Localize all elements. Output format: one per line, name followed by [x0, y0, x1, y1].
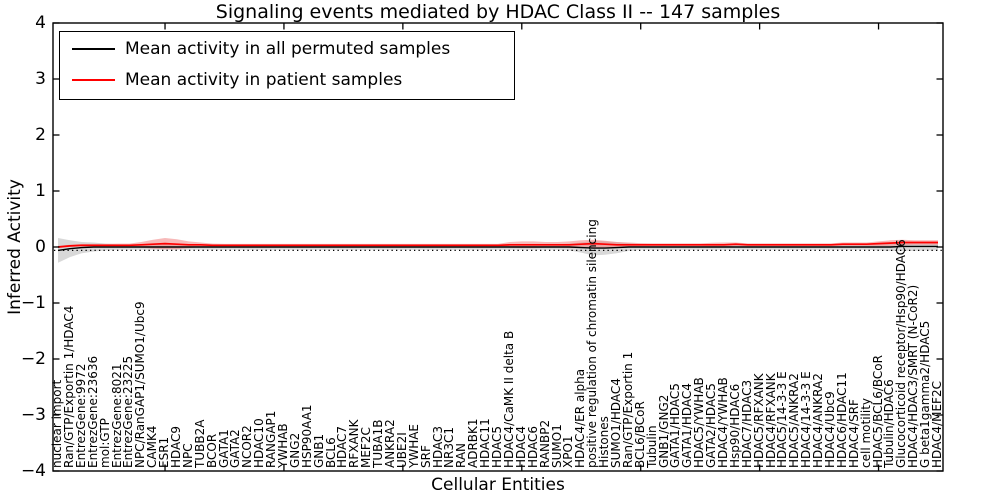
legend-label-patient: Mean activity in patient samples — [125, 70, 403, 90]
legend-label-permuted: Mean activity in all permuted samples — [125, 39, 451, 59]
legend-line-patient-icon — [72, 79, 115, 81]
x-tick-label: HSP90AA1 — [299, 404, 314, 468]
y-tick-label: −1 — [20, 293, 46, 313]
permuted-mean-line — [57, 245, 938, 252]
y-tick-label: −3 — [20, 405, 46, 425]
y-tick-label: −2 — [20, 349, 46, 369]
legend: Mean activity in all permuted samples Me… — [59, 31, 515, 100]
x-tick-label: HDAC4/MEF2C — [930, 381, 944, 468]
x-tick-label: GNB1 — [311, 433, 326, 468]
x-tick-label: HDAC7/HDAC3 — [739, 379, 754, 468]
y-tick-label: 1 — [35, 181, 46, 201]
x-tick-label: HDAC4/SRF — [846, 399, 861, 468]
x-tick-label: NPC — [180, 443, 195, 468]
x-tick-label: BCL6/BCoR — [632, 401, 647, 468]
x-tick-label: TUBB2A — [192, 419, 207, 468]
x-tick-label: mol:GTP — [97, 418, 112, 468]
legend-line-permuted-icon — [72, 48, 115, 50]
y-tick-label: −4 — [20, 461, 46, 481]
y-tick-label: 0 — [35, 237, 46, 257]
y-tick-label: 3 — [35, 69, 46, 89]
legend-entry-permuted: Mean activity in all permuted samples — [72, 37, 450, 61]
x-tick-label: HDAC5/RFXANK — [751, 373, 766, 468]
x-tick-label: YWHAE — [406, 423, 421, 468]
x-tick-label: cell motility — [858, 397, 873, 468]
x-tick-label: EntrezGene:23636 — [85, 355, 100, 468]
x-tick-label: RANBP2 — [537, 419, 552, 468]
x-tick-label: HDAC4 — [513, 425, 528, 468]
x-tick-label: Tubulin — [644, 425, 659, 468]
x-tick-label: GNG2 — [287, 432, 302, 468]
x-tick-label: HDAC6 — [525, 425, 540, 468]
x-tick-label: SRF — [418, 445, 433, 468]
legend-entry-patient: Mean activity in patient samples — [72, 68, 402, 92]
chart-title: Signaling events mediated by HDAC Class … — [215, 1, 781, 23]
x-tick-label: EntrezGene:9972 — [73, 363, 88, 469]
x-axis-label: Cellular Entities — [431, 475, 565, 495]
x-tick-label: Ran/GTP/Exportin 1 — [620, 351, 635, 468]
y-tick-label: 4 — [35, 13, 46, 33]
patient-mean-line — [57, 241, 938, 248]
x-tick-label: BCOR — [204, 433, 219, 468]
x-tick-label: Hsp90/HDAC6 — [727, 383, 742, 468]
y-tick-label: 2 — [35, 125, 46, 145]
y-axis-label: Inferred Activity — [5, 179, 25, 315]
